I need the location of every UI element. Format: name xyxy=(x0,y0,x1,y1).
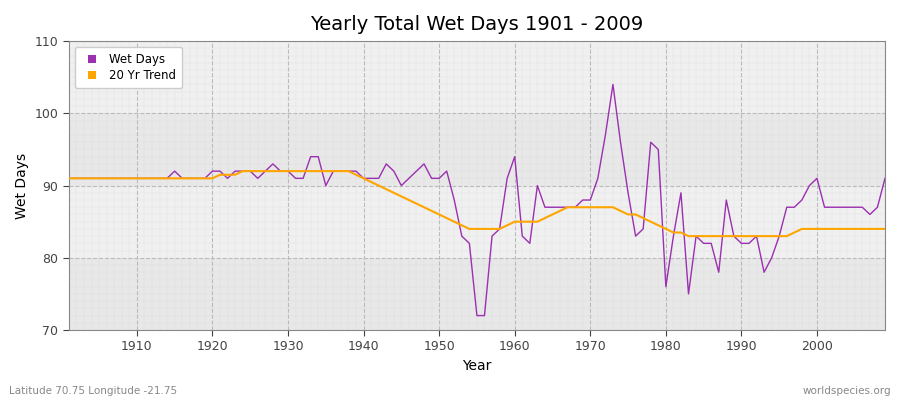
Title: Yearly Total Wet Days 1901 - 2009: Yearly Total Wet Days 1901 - 2009 xyxy=(310,15,644,34)
Text: worldspecies.org: worldspecies.org xyxy=(803,386,891,396)
Text: Latitude 70.75 Longitude -21.75: Latitude 70.75 Longitude -21.75 xyxy=(9,386,177,396)
Legend: Wet Days, 20 Yr Trend: Wet Days, 20 Yr Trend xyxy=(75,47,182,88)
Y-axis label: Wet Days: Wet Days xyxy=(15,152,29,219)
Bar xyxy=(68,113,885,186)
X-axis label: Year: Year xyxy=(463,359,491,373)
Bar xyxy=(68,258,885,330)
